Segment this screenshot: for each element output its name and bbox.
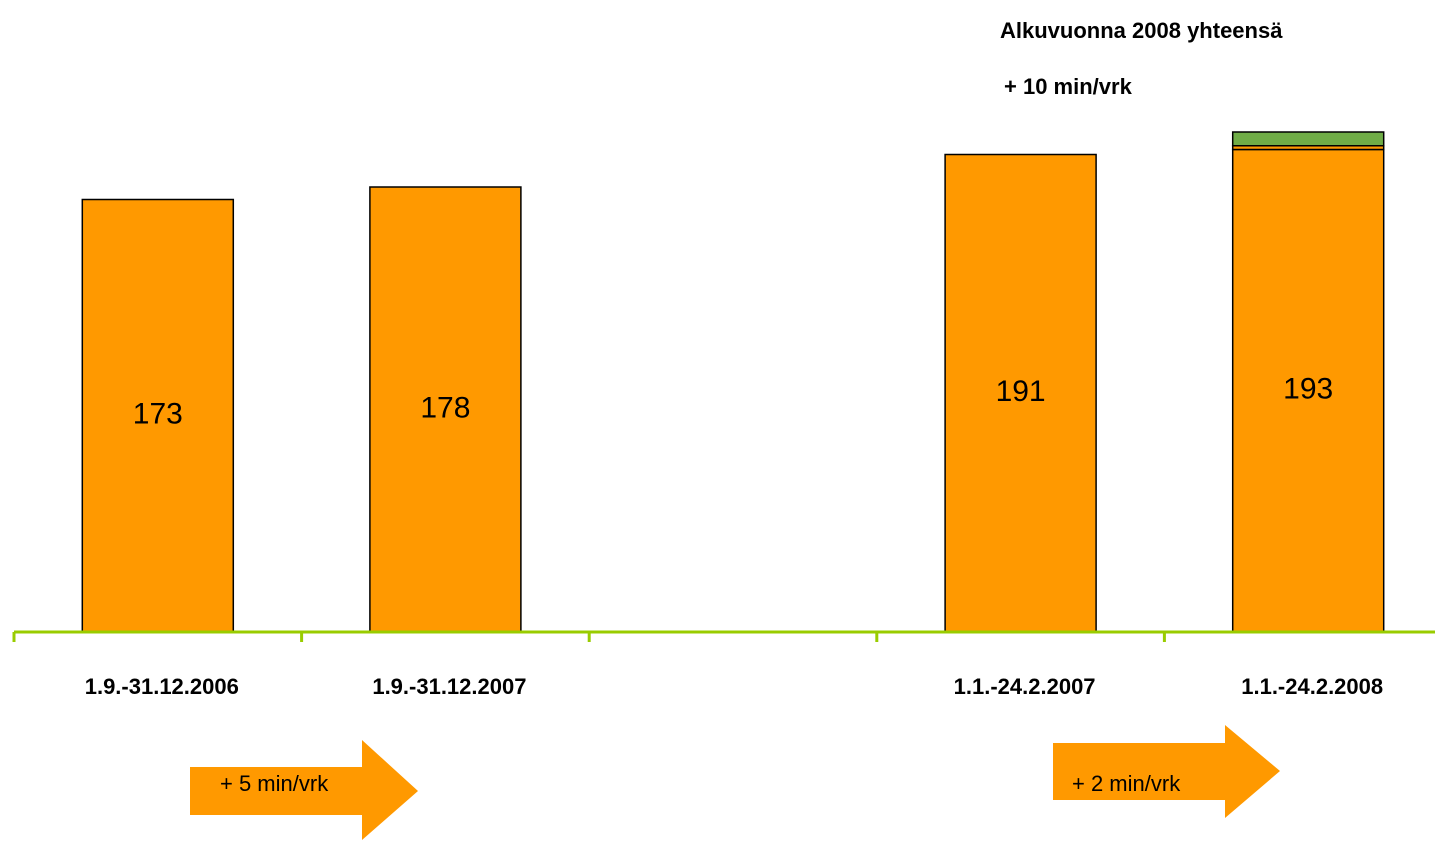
arrow: [190, 740, 418, 840]
bar-segment: [81, 198, 235, 633]
bar-segment: [1231, 131, 1385, 147]
x-tick-label: 1.9.-31.12.2006: [85, 674, 239, 699]
x-tick-label: 1.1.-24.2.2007: [954, 674, 1096, 699]
x-tick-label: 1.1.-24.2.2008: [1241, 674, 1383, 699]
value-label: 173: [133, 398, 183, 431]
x-tick-label: 1.9.-31.12.2007: [372, 674, 526, 699]
arrow: [1053, 725, 1280, 818]
value-label: 193: [1283, 373, 1333, 406]
value-label: 191: [996, 375, 1046, 408]
bar-segment: [1231, 148, 1385, 633]
arrow-label: + 5 min/vrk: [220, 771, 329, 796]
annotation: + 10 min/vrk: [1004, 74, 1133, 99]
arrow-label: + 2 min/vrk: [1072, 771, 1181, 796]
annotation: Alkuvuonna 2008 yhteensä: [1000, 18, 1283, 43]
value-label: 178: [420, 391, 470, 424]
bar-segment: [944, 153, 1097, 633]
